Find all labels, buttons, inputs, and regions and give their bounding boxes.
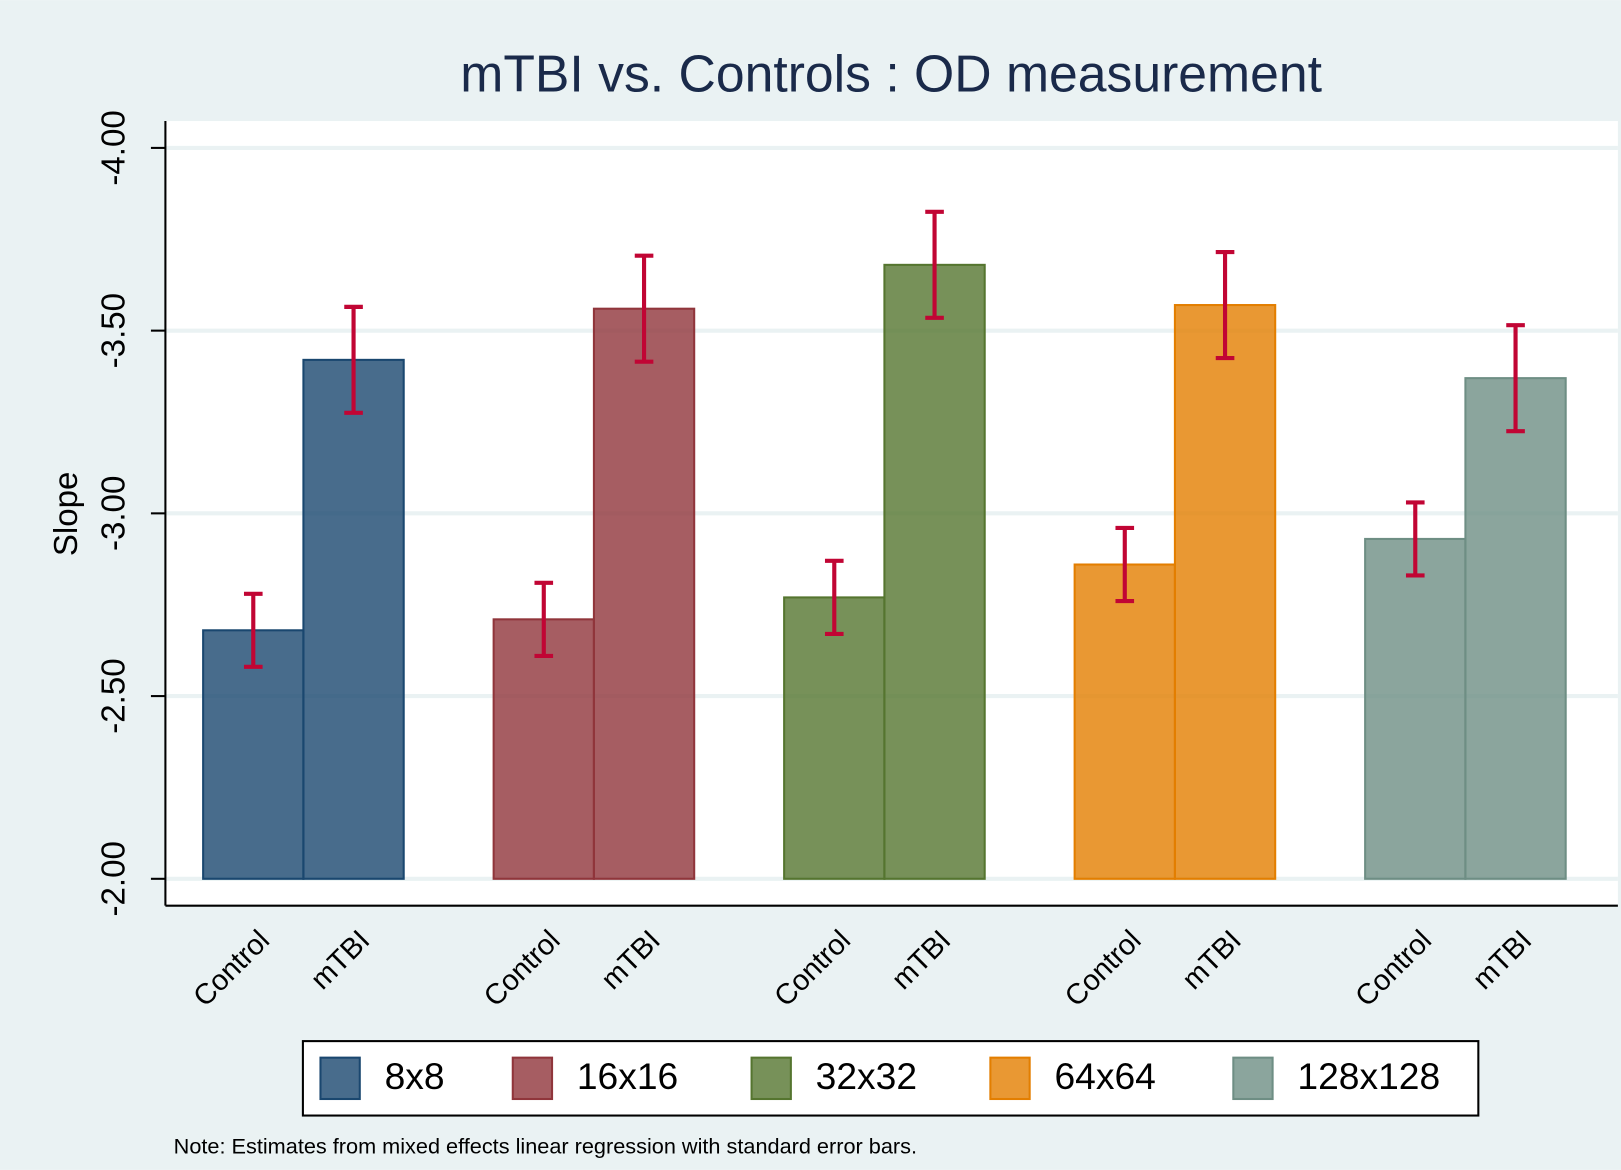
y-tick-label: -2.50	[96, 658, 133, 733]
bar	[883, 263, 986, 880]
y-tick-label: -3.50	[96, 293, 133, 368]
legend-swatch	[1232, 1056, 1274, 1101]
legend-label: 16x16	[577, 1055, 678, 1097]
bar	[1073, 563, 1176, 880]
legend-label: 8x8	[385, 1055, 445, 1097]
legend-box	[301, 1040, 1480, 1117]
legend-label: 64x64	[1054, 1055, 1155, 1097]
error-bar	[1115, 525, 1135, 604]
bar	[302, 358, 405, 880]
y-tick-label: -4.00	[96, 110, 133, 185]
y-tick-label: -3.00	[96, 476, 133, 551]
y-axis-label: Slope	[48, 472, 85, 557]
error-bar	[925, 209, 944, 320]
error-bar	[824, 558, 844, 637]
bar	[592, 307, 696, 880]
legend-swatch	[989, 1056, 1031, 1101]
legend-label: 32x32	[816, 1055, 917, 1097]
error-bar	[534, 580, 554, 658]
error-bar	[1215, 249, 1235, 361]
bar	[492, 618, 595, 880]
legend-swatch	[511, 1056, 554, 1101]
legend-swatch	[750, 1056, 792, 1101]
y-tick-label: -2.00	[96, 841, 133, 916]
error-bar	[1506, 323, 1525, 434]
bar	[1364, 537, 1467, 880]
bar	[783, 596, 886, 880]
legend-label: 128x128	[1297, 1055, 1440, 1097]
error-bar	[1405, 500, 1425, 578]
chart-title: mTBI vs. Controls : OD measurement	[460, 44, 1322, 102]
error-bar	[634, 253, 654, 364]
error-bar	[344, 304, 363, 415]
error-bar	[243, 591, 263, 669]
bar	[1464, 377, 1567, 880]
legend-swatch	[319, 1056, 361, 1101]
bar	[1173, 304, 1277, 880]
note: Note: Estimates from mixed effects linea…	[174, 1133, 917, 1158]
